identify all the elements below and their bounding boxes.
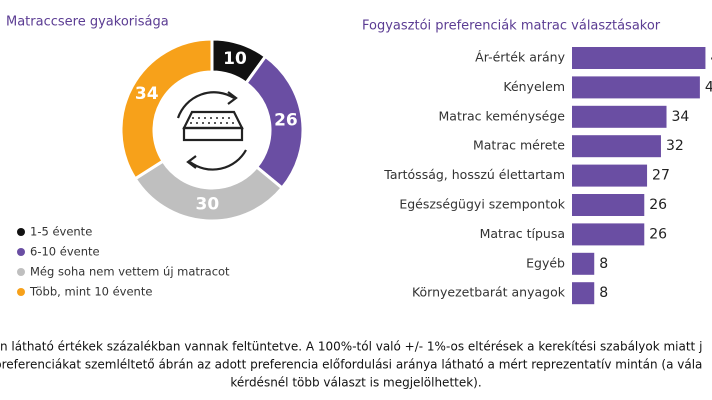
- data-label: 34: [135, 84, 159, 104]
- value-label: 26: [649, 226, 667, 242]
- category-label: Matrac típusa: [480, 226, 565, 241]
- data-label: 30: [195, 194, 219, 214]
- category-label: Környezetbarát anyagok: [412, 285, 566, 300]
- legend-label: Több, mint 10 évente: [29, 285, 152, 299]
- footnote-line: preferenciákat szemléltető ábrán az adot…: [0, 358, 702, 372]
- value-label: 8: [599, 256, 608, 272]
- value-label: 46: [705, 79, 712, 95]
- value-label: 26: [649, 197, 667, 213]
- donut-slice: [119, 37, 214, 181]
- mattress-icon: [168, 86, 256, 174]
- category-label: Matrac keménysége: [439, 108, 566, 123]
- footnote: n látható értékek százalékban vannak fel…: [0, 340, 702, 390]
- category-label: Kényelem: [503, 79, 565, 94]
- category-label: Matrac mérete: [473, 138, 565, 153]
- bar: [572, 252, 595, 275]
- bar: [572, 76, 700, 99]
- bar: [572, 105, 667, 128]
- value-label: 8: [599, 285, 608, 301]
- bar: [572, 135, 661, 158]
- footnote-line: n látható értékek százalékban vannak fel…: [0, 340, 702, 354]
- category-label: Tartósság, hosszú élettartam: [383, 167, 565, 182]
- legend-label: Még soha nem vettem új matracot: [30, 265, 230, 279]
- bar: [572, 164, 648, 187]
- bar-title: Fogyasztói preferenciák matrac választás…: [362, 19, 661, 34]
- donut-title: Matraccsere gyakorisága: [6, 15, 169, 30]
- bar: [572, 223, 645, 246]
- value-label: 32: [666, 138, 684, 154]
- footnote-line: kérdésnél több választ is megjelölhettek…: [230, 376, 481, 390]
- bar: [572, 194, 645, 216]
- legend-marker: [17, 248, 25, 256]
- category-label: Ár-érték arány: [475, 50, 565, 65]
- legend-label: 6-10 évente: [30, 245, 100, 259]
- data-label: 26: [274, 111, 298, 131]
- legend-marker: [17, 268, 25, 276]
- legend-label: 1-5 évente: [30, 225, 92, 239]
- value-label: 27: [652, 168, 670, 184]
- category-label: Egyéb: [526, 255, 565, 270]
- legend-marker: [17, 228, 25, 236]
- bar: [572, 47, 706, 69]
- legend-marker: [17, 288, 25, 296]
- category-label: Egészségügyi szempontok: [399, 197, 565, 212]
- bar: [572, 282, 595, 305]
- value-label: 48: [710, 50, 712, 66]
- value-label: 34: [672, 109, 690, 125]
- data-label: 10: [223, 49, 247, 69]
